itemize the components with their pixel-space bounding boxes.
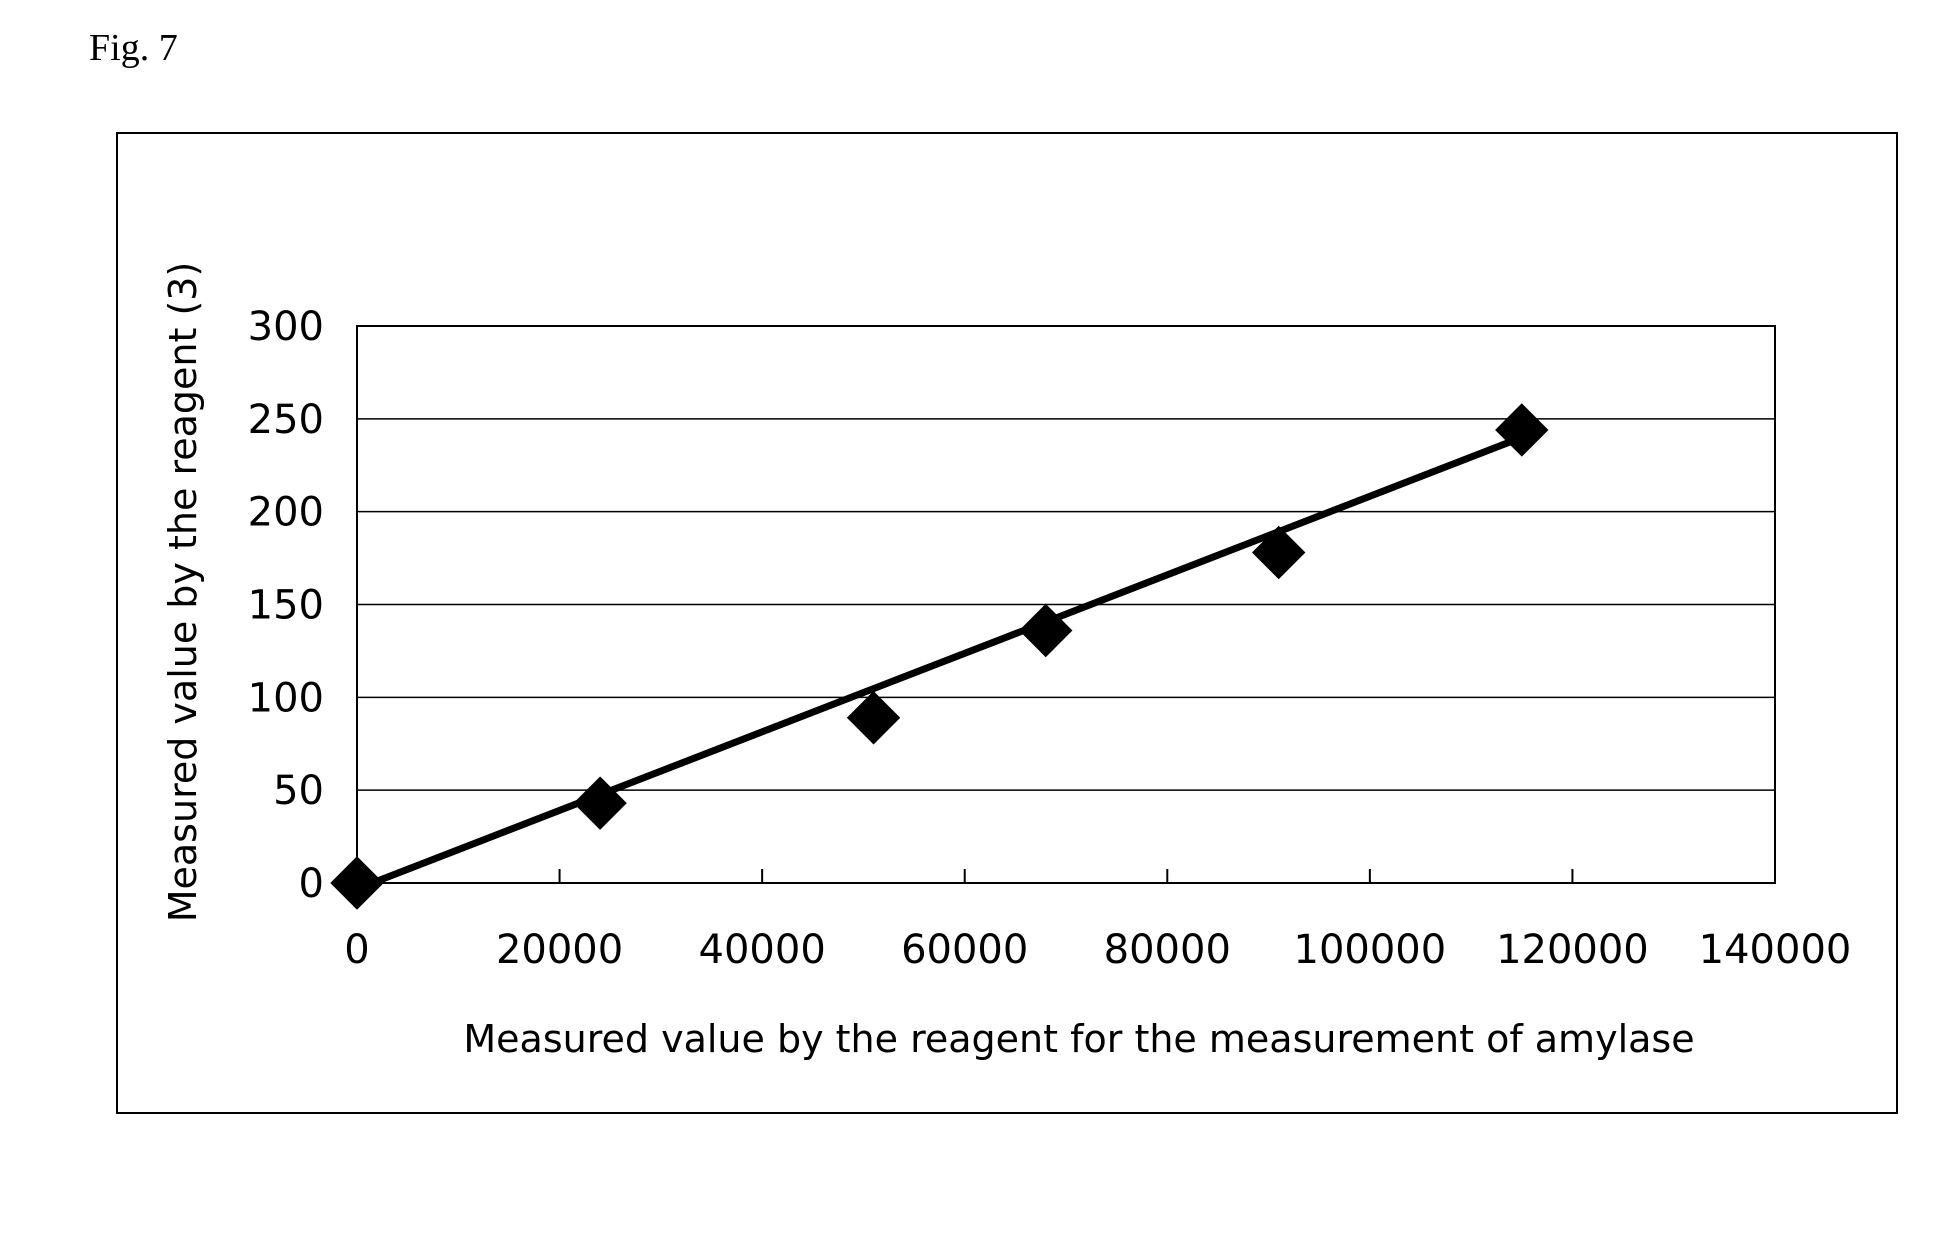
trendline: [370, 434, 1524, 887]
data-point: [1495, 403, 1549, 457]
y-tick-label: 200: [248, 490, 324, 536]
data-point: [330, 856, 384, 910]
data-point: [573, 776, 627, 830]
y-axis-title: Measured value by the reagent (3): [161, 262, 205, 923]
x-axis-tick-labels: 0 20000 40000 60000 80000 100000 120000 140000: [344, 927, 1851, 973]
y-tick-label: 300: [248, 304, 324, 350]
x-axis-ticks: [356, 869, 1776, 883]
data-points: [330, 403, 1549, 910]
chart-frame: [116, 132, 1898, 1114]
gridlines: [357, 418, 1775, 791]
trendline-group: [370, 434, 1524, 887]
data-point: [846, 691, 901, 745]
x-tick-label: 140000: [1699, 927, 1852, 973]
figure-label: Fig. 7: [89, 27, 178, 69]
x-tick-label: 80000: [1104, 927, 1231, 973]
y-tick-label: 250: [248, 397, 324, 443]
data-point: [1251, 525, 1306, 580]
y-tick-label: 100: [248, 675, 324, 721]
x-tick-label: 20000: [496, 927, 623, 973]
data-point: [1019, 603, 1073, 658]
x-tick-label: 0: [344, 927, 369, 973]
x-tick-label: 60000: [901, 927, 1028, 973]
y-tick-label: 0: [299, 861, 324, 907]
x-tick-label: 100000: [1294, 927, 1447, 973]
x-tick-label: 40000: [699, 927, 826, 973]
x-tick-label: 120000: [1496, 927, 1649, 973]
plot-area: [356, 325, 1776, 884]
x-axis-title: Measured value by the reagent for the me…: [463, 1017, 1694, 1061]
y-tick-label: 50: [273, 768, 324, 814]
y-axis-tick-labels: 0 50 100 150 200 250 300: [248, 304, 324, 907]
y-tick-label: 150: [248, 583, 324, 629]
